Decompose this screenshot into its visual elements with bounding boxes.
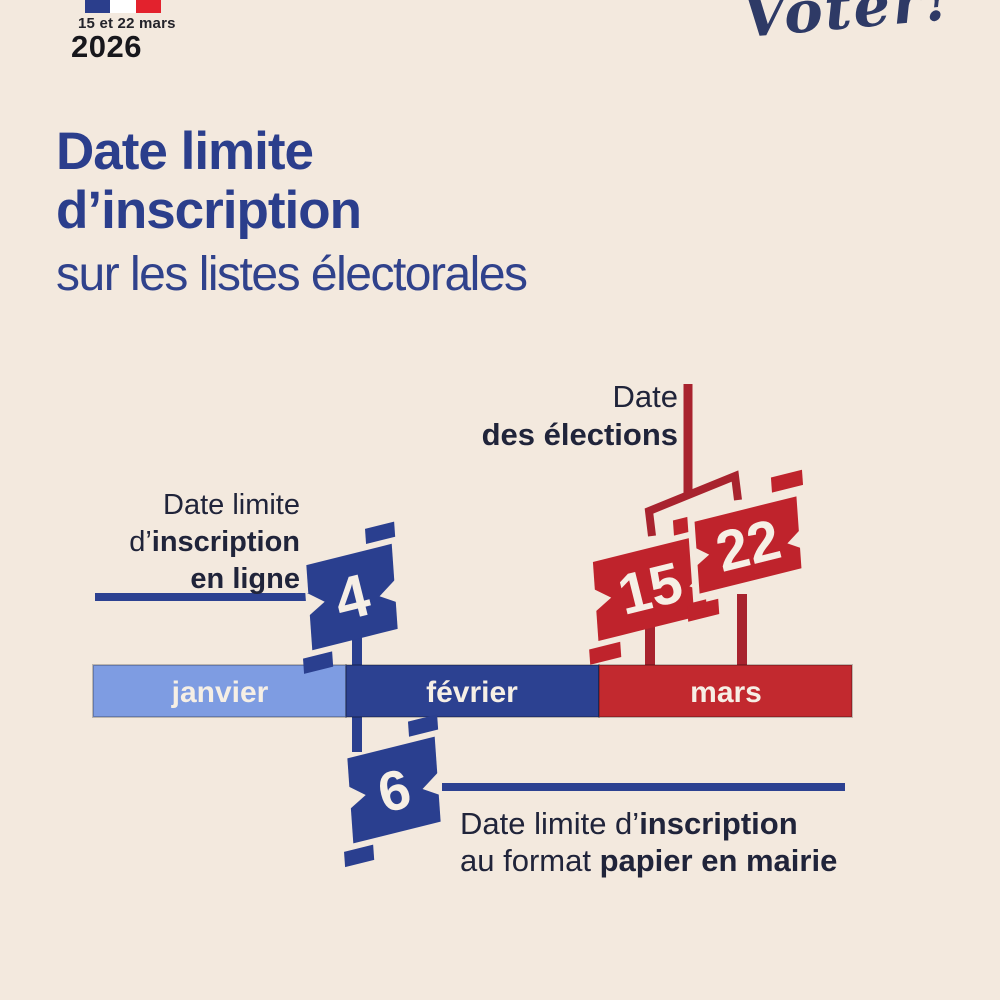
badge22-number: 22 xyxy=(710,507,787,584)
segment-mars xyxy=(598,664,853,718)
badge6-notch-right xyxy=(422,770,442,796)
segment-janvier xyxy=(92,664,347,718)
badge4-notch-left xyxy=(305,592,325,618)
badge4-corner-piece-tr xyxy=(365,521,396,545)
badge15-number: 15 xyxy=(612,550,689,627)
badge22-corner-piece-bl xyxy=(687,598,720,622)
title-line1: Date limite xyxy=(56,122,314,181)
badge-paper-deadline: 6 xyxy=(344,714,442,868)
paper-label-line1-bold: inscription xyxy=(639,806,798,841)
paper-label-line1: Date limite d’inscription xyxy=(460,805,837,842)
badge6-notch-left xyxy=(346,785,366,811)
flag-blue-stripe xyxy=(85,0,110,13)
elections-label-line1: Date xyxy=(612,379,678,414)
month-label-fevrier: février xyxy=(426,676,518,709)
badge22-notch-right xyxy=(787,524,807,550)
online-label-line2-bold: inscription xyxy=(151,526,300,558)
badge15-body xyxy=(592,534,708,642)
badge22-corner-piece-tr xyxy=(770,469,804,493)
paper-label-line2-regular: au format xyxy=(460,843,600,878)
badge-round2: 22 xyxy=(687,469,809,622)
badge-online-deadline: 4 xyxy=(303,521,399,674)
french-flag-icon xyxy=(85,0,161,13)
page-title: Date limite d’inscription sur les listes… xyxy=(56,122,528,302)
online-label-line3: en ligne xyxy=(190,563,300,595)
badge4-corner-piece-bl xyxy=(303,651,334,674)
badge-round1: 15 xyxy=(589,512,709,665)
online-label-line1: Date limite xyxy=(163,489,300,521)
badge15-corner-piece-bl xyxy=(589,641,622,665)
title-line3: sur les listes électorales xyxy=(56,247,528,301)
paper-label-line1-regular: Date limite d’ xyxy=(460,806,640,841)
badge22-notch-left xyxy=(689,545,710,571)
election-dates-text: 15 et 22 mars xyxy=(78,15,176,32)
flag-white-stripe xyxy=(110,0,136,13)
badge4-notch-right xyxy=(379,577,399,603)
election-year-text: 2026 xyxy=(71,29,142,64)
elections-bracket xyxy=(644,470,742,537)
badge15-notch-left xyxy=(591,588,612,614)
online-label-line2: d’inscription xyxy=(58,524,300,561)
title-line2: d’inscription xyxy=(56,181,362,241)
paper-label-line2: au format papier en mairie xyxy=(460,842,837,879)
elections-label-line2: des élections xyxy=(481,417,678,452)
month-label-janvier: janvier xyxy=(171,676,269,709)
badge6-corner-piece-bl xyxy=(344,844,375,868)
paper-deadline-label: Date limite d’inscription au format papi… xyxy=(460,805,837,879)
badge6-corner-piece-tr xyxy=(407,714,439,737)
paper-label-line2-bold: papier en mairie xyxy=(599,843,838,878)
flag-red-stripe xyxy=(136,0,161,13)
timeline-bar: janvier février mars xyxy=(92,664,853,718)
badge6-body xyxy=(347,736,441,844)
badge4-body xyxy=(306,543,398,651)
elections-date-label: Date des élections xyxy=(418,378,678,454)
online-deadline-label: Date limite d’inscription en ligne xyxy=(58,487,300,598)
online-label-line2-regular: d’ xyxy=(129,526,152,558)
month-label-mars: mars xyxy=(690,676,762,709)
